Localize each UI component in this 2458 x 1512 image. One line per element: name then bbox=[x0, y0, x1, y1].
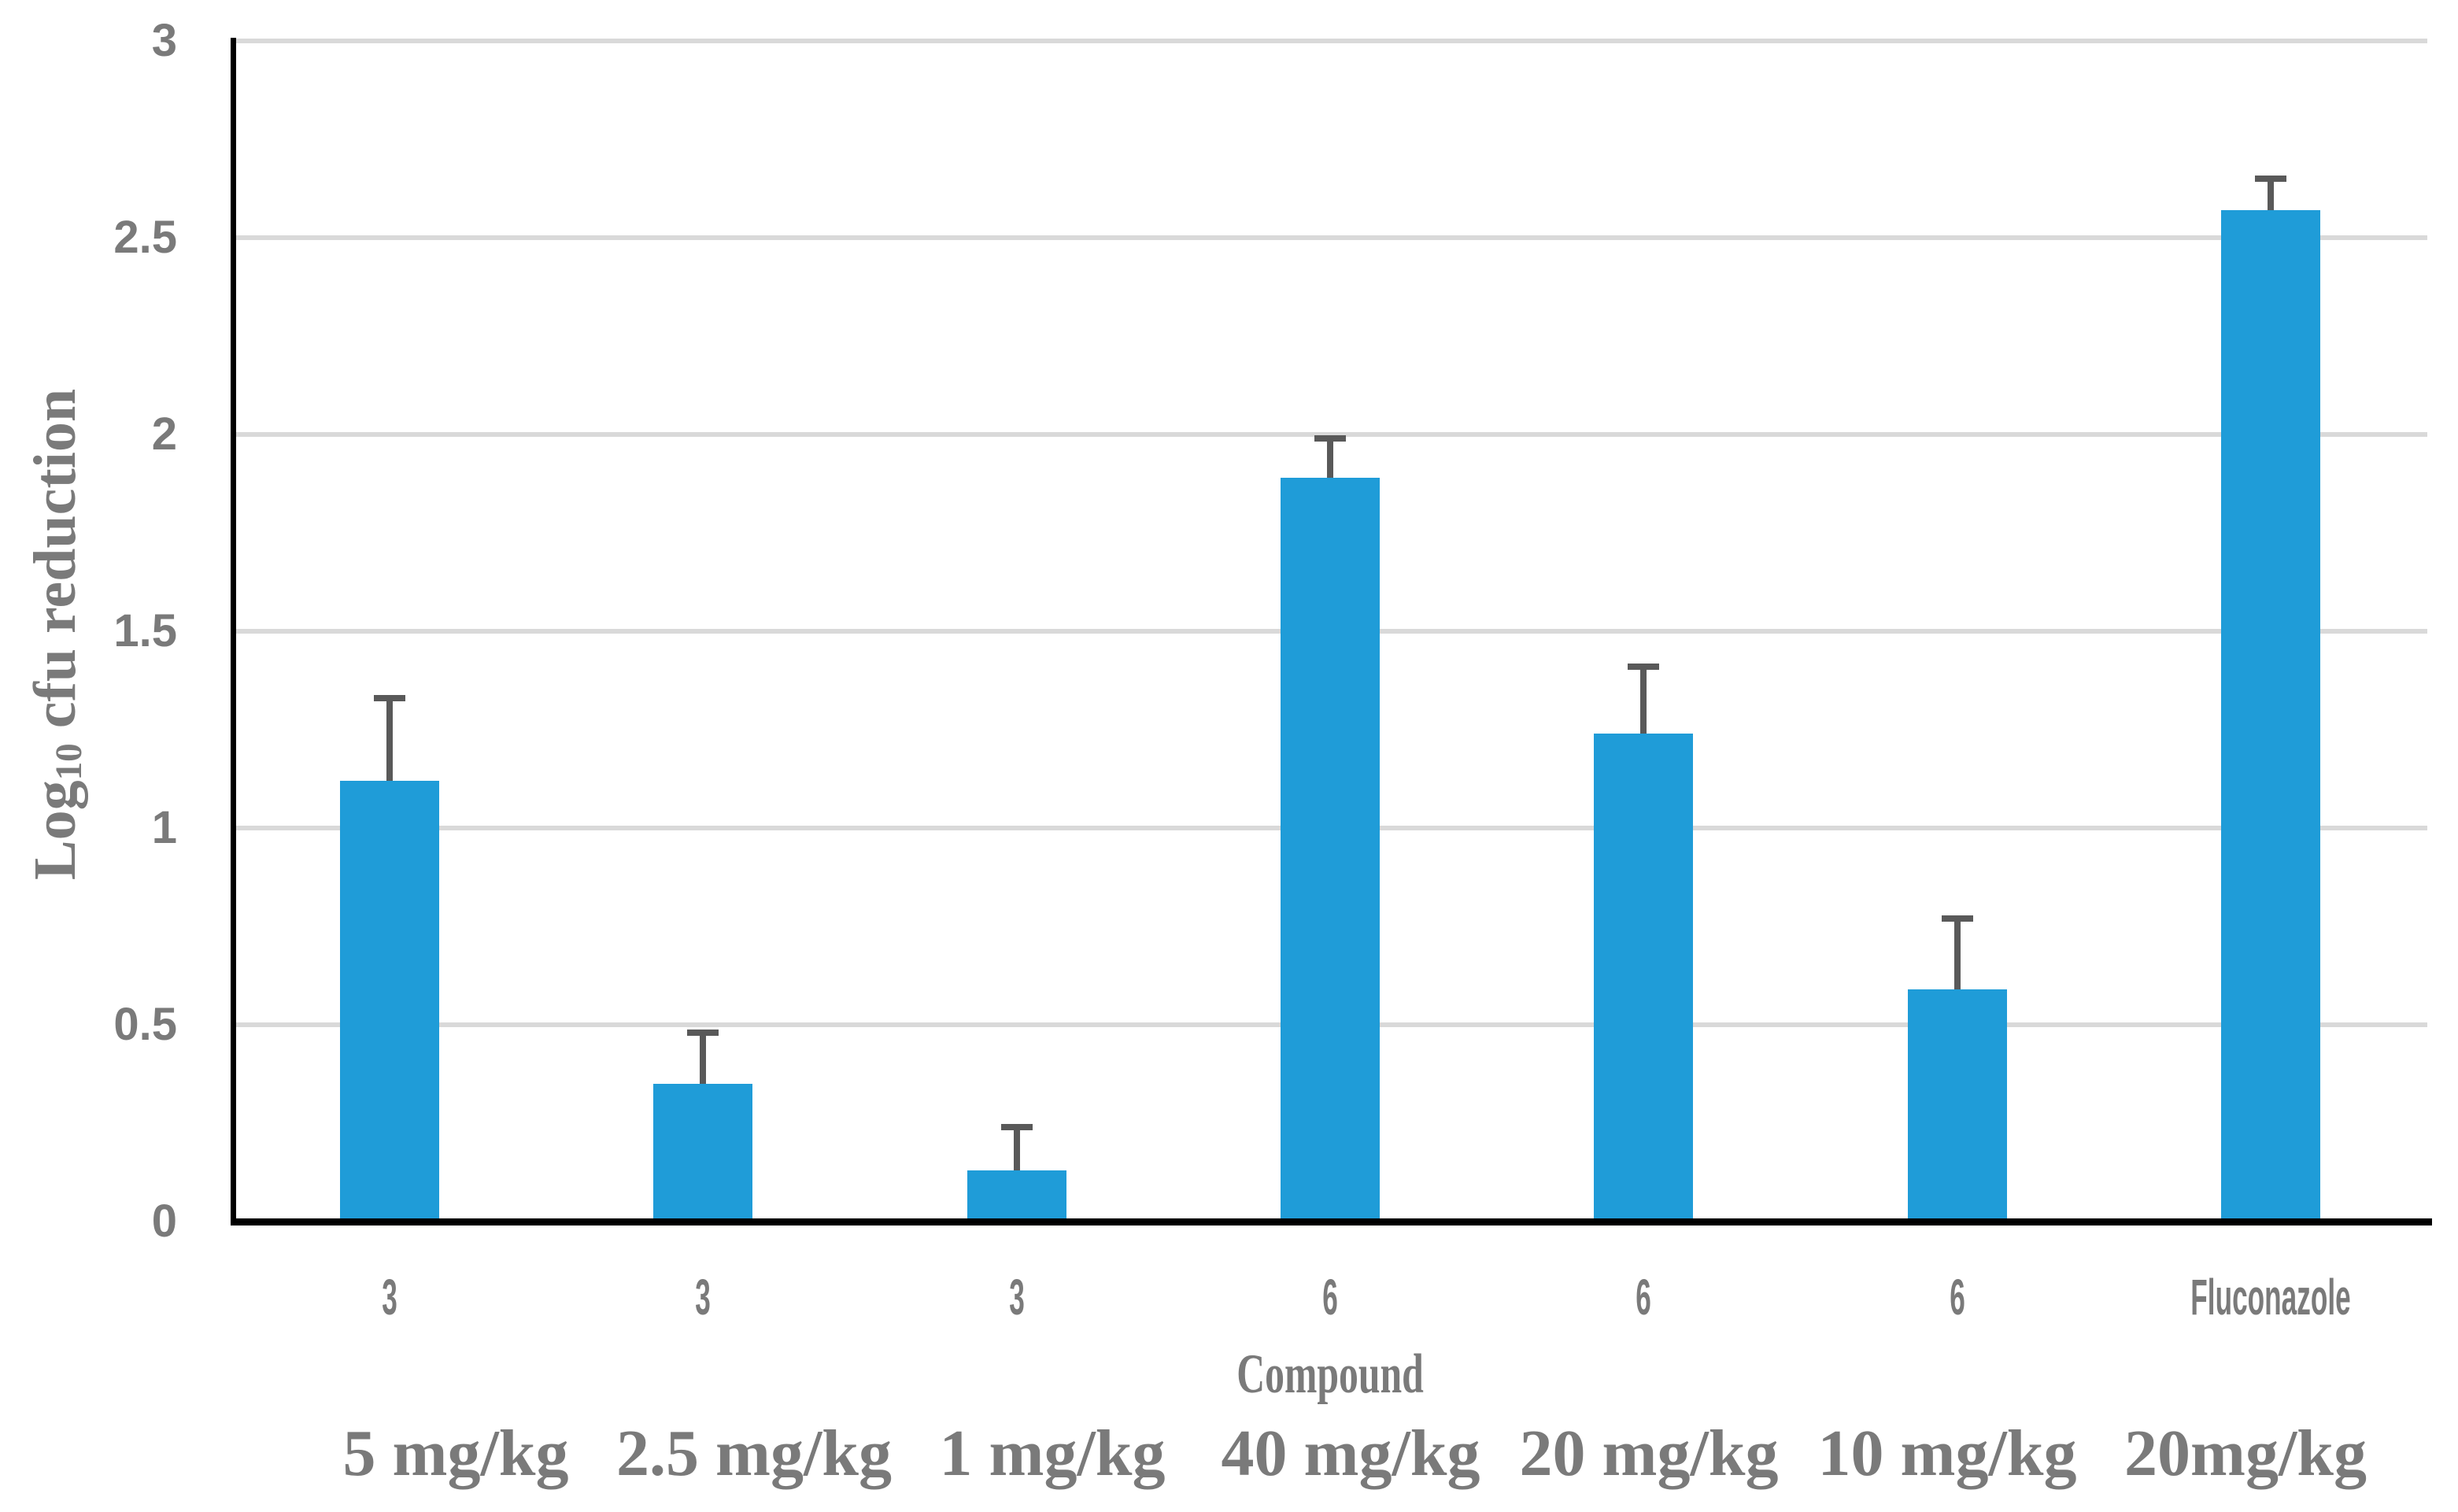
y-axis-title-prefix: Log bbox=[22, 780, 88, 881]
y-axis-title-subscript: 10 bbox=[49, 743, 91, 781]
error-bar-cap bbox=[1941, 915, 1973, 922]
error-bar-cap bbox=[1314, 435, 1346, 442]
x-category-label: 6 bbox=[1322, 1269, 1338, 1325]
x-dose-label: 5 mg/kg bbox=[342, 1417, 569, 1490]
gridline bbox=[233, 39, 2427, 43]
bar bbox=[1594, 734, 1694, 1222]
x-dose-label: 1 mg/kg bbox=[939, 1417, 1166, 1490]
x-axis-title: Compound bbox=[1236, 1344, 1424, 1405]
error-bar-stem bbox=[386, 698, 394, 781]
error-bar-stem bbox=[1327, 438, 1333, 478]
y-tick-label: 3 bbox=[151, 15, 177, 66]
y-axis-line bbox=[231, 38, 236, 1225]
x-category-label: 3 bbox=[382, 1269, 397, 1325]
bar bbox=[967, 1170, 1066, 1222]
x-dose-label: 10 mg/kg bbox=[1817, 1417, 2077, 1490]
y-tick-label: 0 bbox=[151, 1196, 177, 1247]
error-bar-cap bbox=[687, 1030, 719, 1036]
bar bbox=[653, 1084, 753, 1222]
error-bar-cap bbox=[2254, 176, 2286, 182]
error-bar-cap bbox=[374, 695, 406, 701]
x-dose-label: 2.5 mg/kg bbox=[615, 1417, 893, 1490]
y-tick-label: 1 bbox=[151, 802, 177, 853]
gridline bbox=[233, 235, 2427, 240]
x-category-label: 6 bbox=[1949, 1269, 1965, 1325]
error-bar-stem bbox=[2267, 179, 2274, 210]
y-tick-label: 1.5 bbox=[113, 605, 177, 656]
bar bbox=[1907, 989, 2007, 1222]
x-dose-label: 20 mg/kg bbox=[1519, 1417, 1779, 1490]
y-tick-label: 2 bbox=[151, 408, 177, 460]
y-tick-label: 2.5 bbox=[113, 212, 177, 263]
x-dose-label: 20mg/kg bbox=[2123, 1417, 2367, 1490]
gridline bbox=[233, 432, 2427, 437]
y-tick-label: 0.5 bbox=[113, 999, 177, 1050]
x-dose-label: 40 mg/kg bbox=[1221, 1417, 1480, 1490]
bar bbox=[2220, 210, 2320, 1222]
y-axis-title: Log10 cfu reduction bbox=[22, 389, 96, 880]
error-bar-stem bbox=[1013, 1127, 1020, 1170]
x-axis-line bbox=[231, 1218, 2432, 1225]
bar bbox=[1281, 478, 1380, 1222]
error-bar-cap bbox=[1628, 664, 1660, 670]
x-category-label: 6 bbox=[1636, 1269, 1652, 1325]
error-bar-stem bbox=[1640, 667, 1647, 734]
x-category-label: Fluconazole bbox=[2190, 1269, 2351, 1325]
y-axis-title-suffix: cfu reduction bbox=[22, 388, 88, 744]
bar bbox=[340, 781, 440, 1222]
x-category-label: 3 bbox=[1008, 1269, 1025, 1325]
error-bar-stem bbox=[1953, 919, 1961, 989]
error-bar-stem bbox=[700, 1033, 707, 1084]
error-bar-cap bbox=[1000, 1124, 1033, 1130]
x-category-label: 3 bbox=[695, 1269, 712, 1325]
